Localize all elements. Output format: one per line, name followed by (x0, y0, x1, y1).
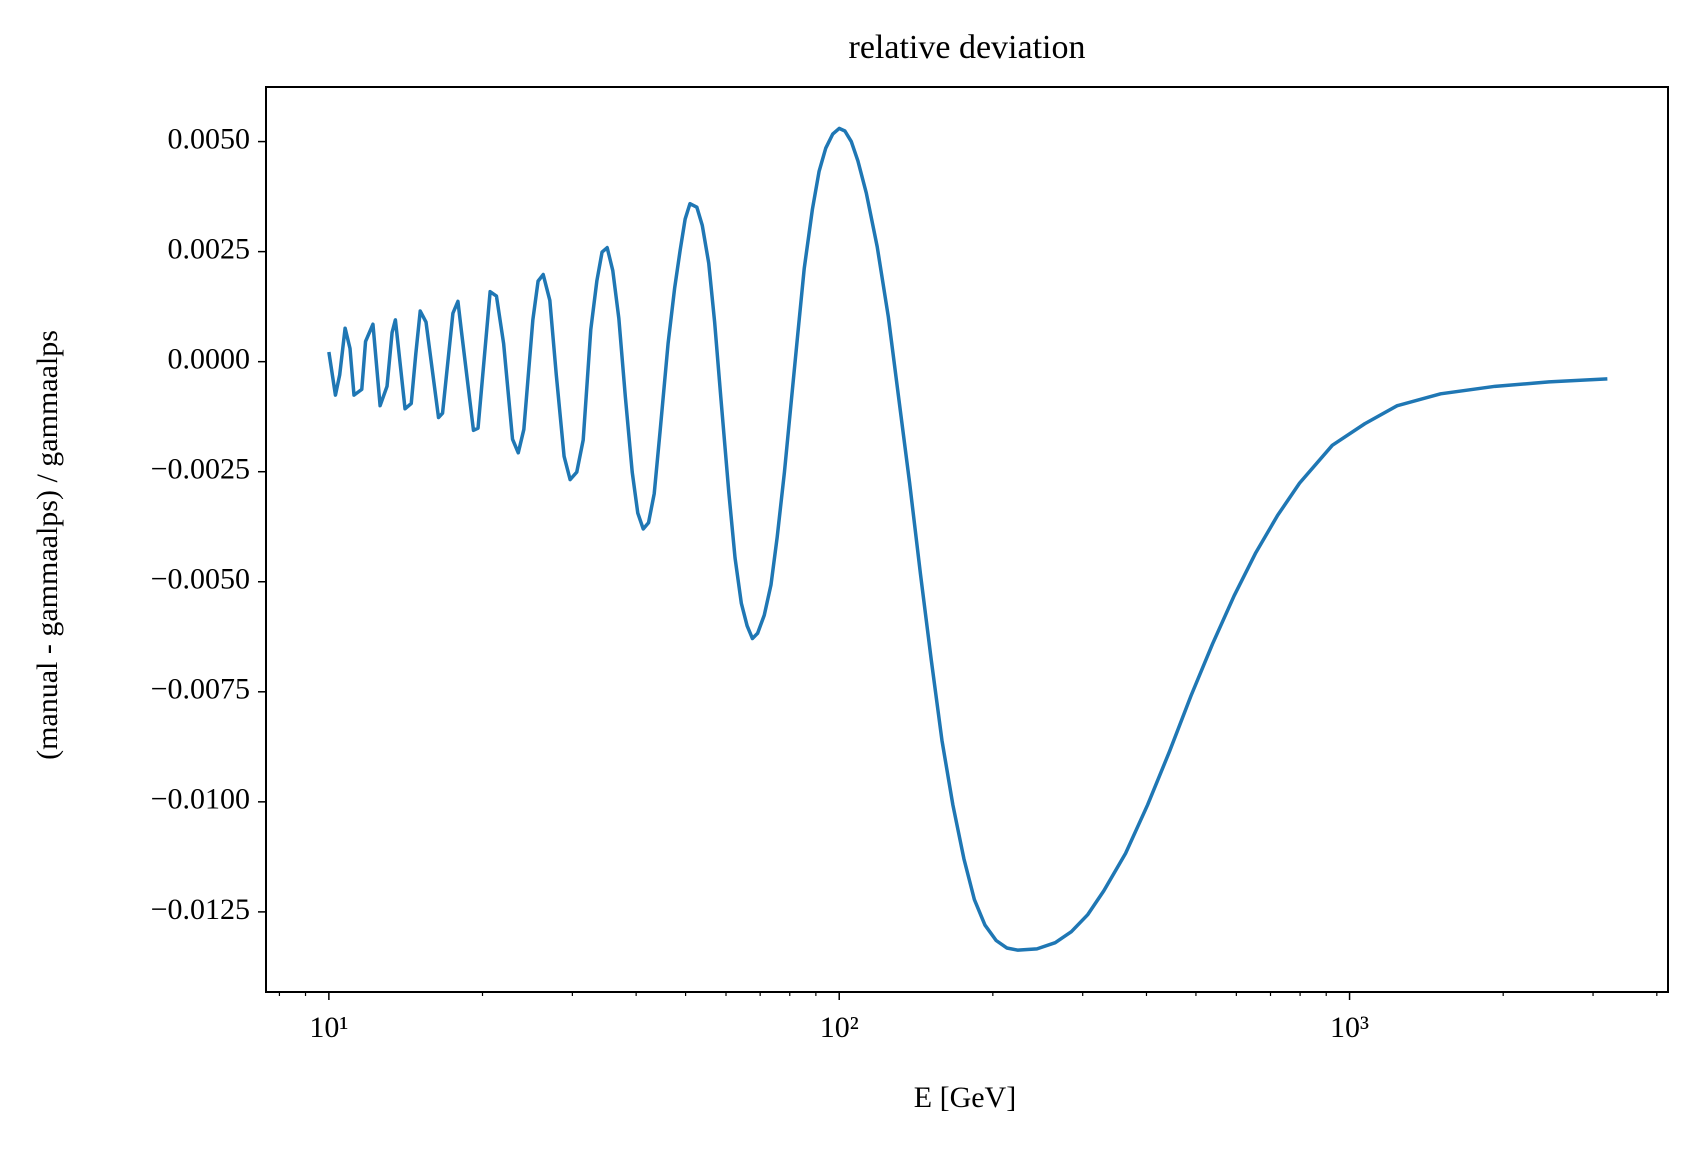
y-tick-label: −0.0025 (151, 453, 250, 486)
data-line (327, 126, 1608, 952)
x-tick-label: 10³ (1330, 1011, 1369, 1044)
y-tick-label: −0.0100 (151, 783, 250, 816)
y-tick-label: −0.0075 (151, 673, 250, 706)
y-tick-label: 0.0000 (168, 343, 251, 376)
y-axis-label: (manual - gammaalps) / gammaalps (31, 330, 64, 760)
y-tick-label: −0.0125 (151, 893, 250, 926)
y-tick-label: −0.0050 (151, 563, 250, 596)
plot-frame (265, 86, 1669, 993)
x-axis-label: E [GeV] (914, 1081, 1016, 1114)
y-tick-label: 0.0050 (168, 122, 251, 155)
y-tick-label: 0.0025 (168, 233, 251, 266)
chart-title: relative deviation (849, 29, 1086, 66)
x-tick-label: 10² (820, 1011, 859, 1044)
x-tick-label: 10¹ (309, 1011, 348, 1044)
